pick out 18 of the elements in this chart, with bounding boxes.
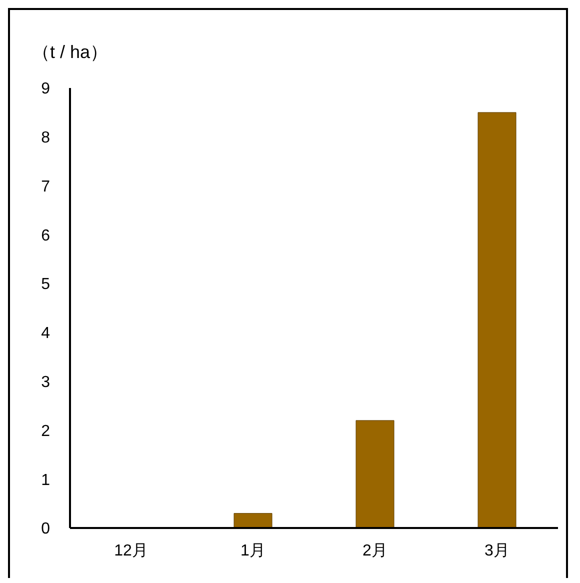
y-tick-label: 2	[41, 422, 50, 440]
y-axis-title: （t / ha）	[32, 41, 108, 64]
bar	[478, 112, 516, 528]
y-tick-label: 4	[41, 325, 50, 342]
x-tick-label: 1月	[240, 542, 266, 560]
y-tick-label: 7	[41, 178, 50, 196]
bar	[234, 513, 272, 528]
y-tick-label: 0	[41, 520, 50, 538]
y-tick-label: 6	[41, 227, 50, 244]
x-tick-label: 2月	[362, 542, 388, 560]
bar	[356, 420, 394, 528]
y-tick-label: 3	[41, 374, 50, 392]
x-tick-label: 12月	[114, 542, 148, 560]
y-tick-label: 1	[41, 472, 50, 489]
y-tick-label: 8	[41, 130, 50, 147]
y-tick-label: 5	[41, 276, 50, 294]
y-tick-label: 9	[41, 80, 50, 98]
x-tick-label: 3月	[484, 542, 510, 560]
